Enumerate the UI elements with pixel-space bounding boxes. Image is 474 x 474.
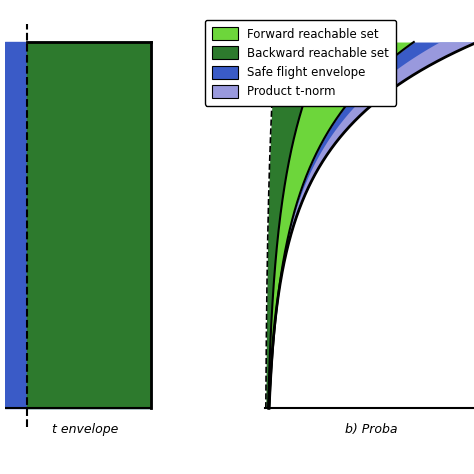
Text: t envelope: t envelope [52,423,118,436]
Text: b) Proba: b) Proba [345,423,398,436]
Legend: Forward reachable set, Backward reachable set, Safe flight envelope, Product t-n: Forward reachable set, Backward reachabl… [205,20,396,106]
